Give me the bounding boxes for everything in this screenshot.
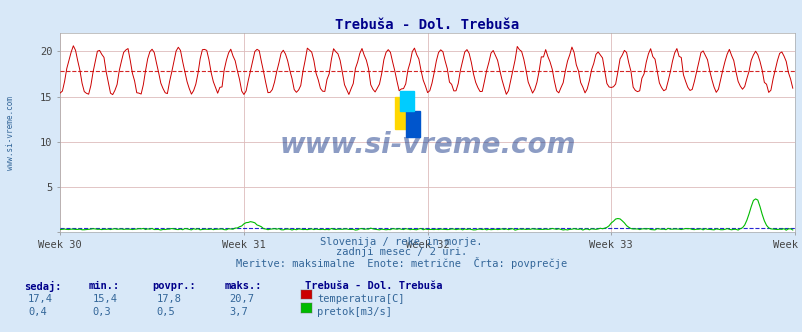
Text: Slovenija / reke in morje.: Slovenija / reke in morje. (320, 237, 482, 247)
Text: 17,8: 17,8 (156, 294, 181, 304)
Text: www.si-vreme.com: www.si-vreme.com (279, 131, 575, 159)
Text: 15,4: 15,4 (92, 294, 117, 304)
Text: min.:: min.: (88, 281, 119, 290)
Text: 0,4: 0,4 (28, 307, 47, 317)
Text: temperatura[C]: temperatura[C] (317, 294, 404, 304)
Text: zadnji mesec / 2 uri.: zadnji mesec / 2 uri. (335, 247, 467, 257)
Text: 0,5: 0,5 (156, 307, 175, 317)
Text: www.si-vreme.com: www.si-vreme.com (6, 96, 14, 170)
Text: Trebuša - Dol. Trebuša: Trebuša - Dol. Trebuša (305, 281, 442, 290)
Text: pretok[m3/s]: pretok[m3/s] (317, 307, 391, 317)
Text: maks.:: maks.: (225, 281, 262, 290)
FancyBboxPatch shape (406, 111, 419, 137)
Text: 20,7: 20,7 (229, 294, 253, 304)
Text: povpr.:: povpr.: (152, 281, 196, 290)
Title: Trebuša - Dol. Trebuša: Trebuša - Dol. Trebuša (335, 18, 519, 32)
FancyBboxPatch shape (395, 97, 411, 129)
FancyBboxPatch shape (400, 91, 413, 111)
Text: Meritve: maksimalne  Enote: metrične  Črta: povprečje: Meritve: maksimalne Enote: metrične Črta… (236, 257, 566, 269)
Text: 3,7: 3,7 (229, 307, 247, 317)
Text: sedaj:: sedaj: (24, 281, 62, 291)
Text: 17,4: 17,4 (28, 294, 53, 304)
Text: 0,3: 0,3 (92, 307, 111, 317)
